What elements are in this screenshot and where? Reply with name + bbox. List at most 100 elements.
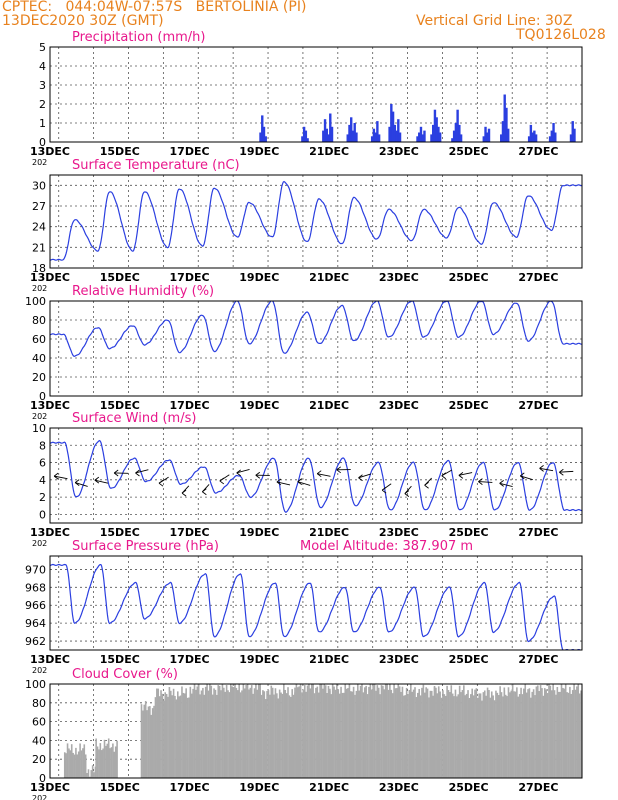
cloud-bar — [199, 694, 201, 778]
cloud-bar — [587, 691, 589, 778]
precip-bar — [351, 130, 355, 142]
cloud-bar — [264, 699, 267, 778]
wind-arrow-head — [202, 491, 207, 496]
precip-bar — [259, 132, 262, 142]
cloud-bar — [285, 693, 288, 778]
cloud-bar — [178, 696, 180, 778]
cloud-bar — [192, 688, 194, 778]
cloud-bar — [91, 765, 94, 778]
panel-temp — [49, 174, 583, 269]
y-tick-label: 1 — [39, 117, 46, 130]
precip-bar — [398, 132, 402, 142]
cloud-bar — [281, 693, 284, 778]
wind-arrow-head — [441, 475, 447, 480]
x-tick-label: 27DEC — [518, 271, 558, 284]
panel-cloud — [49, 683, 589, 779]
cloud-bar — [330, 694, 333, 778]
precip-bar — [262, 126, 266, 142]
precip-bar — [458, 124, 461, 142]
y-tick-label: 2 — [39, 98, 46, 111]
wind-arrow — [559, 470, 574, 473]
precip-bar — [487, 128, 491, 142]
cloud-bar — [352, 686, 355, 778]
cloud-bar — [430, 690, 433, 778]
precip-bar — [435, 117, 438, 142]
cloud-bar — [234, 684, 236, 778]
x-tick-label: 23DEC — [379, 399, 419, 412]
cloud-bar — [291, 689, 294, 778]
cloud-bar — [161, 693, 164, 778]
series-line — [50, 563, 582, 650]
cloud-bar — [157, 688, 160, 778]
precip-bar — [456, 109, 459, 142]
cloud-bar — [502, 696, 504, 778]
wind-arrow-head — [297, 481, 303, 485]
precip-bar — [346, 134, 349, 142]
cloud-bar — [382, 685, 384, 778]
precip-bar — [503, 94, 506, 142]
cloud-bar — [302, 690, 305, 778]
cloud-bar — [80, 750, 83, 778]
precip-bar — [391, 111, 395, 142]
cloud-bar — [283, 684, 285, 778]
cloud-bar — [116, 740, 118, 778]
x-tick-label: 23DEC — [379, 271, 419, 284]
cloud-bar — [344, 684, 347, 778]
wind-arrow-head — [113, 472, 119, 477]
cloud-bar — [262, 690, 264, 778]
cloud-bar — [288, 695, 291, 778]
x-tick-label: 17DEC — [170, 271, 210, 284]
cloud-bar — [517, 696, 520, 778]
cloud-bar — [564, 684, 567, 778]
cloud-bar — [227, 690, 229, 778]
cloud-bar — [246, 684, 249, 778]
cloud-bar — [294, 687, 296, 778]
cloud-bar — [341, 692, 344, 778]
cloud-bar — [514, 691, 517, 778]
cloud-bar — [99, 743, 102, 778]
wind-arrow-head — [255, 474, 261, 479]
cloud-bar — [223, 687, 225, 778]
plot-area — [50, 301, 582, 357]
cloud-bar — [83, 744, 86, 778]
cloud-bar — [527, 689, 529, 778]
wind-arrow-head — [559, 471, 564, 476]
cloud-bar — [368, 686, 370, 778]
cloud-bar — [506, 696, 508, 778]
cloud-bar — [408, 689, 411, 778]
plot-area — [50, 180, 582, 261]
cloud-bar — [165, 693, 168, 778]
cloud-bar — [387, 689, 390, 778]
cloud-bar — [185, 688, 187, 778]
wind-arrow-head — [404, 490, 410, 494]
cloud-bar — [489, 697, 492, 778]
y-tick-label: 970 — [25, 563, 46, 576]
cloud-bar — [252, 693, 254, 778]
cloud-bar — [562, 687, 564, 778]
x-tick-label: 21DEC — [309, 399, 349, 412]
cloud-bar — [410, 684, 412, 778]
wind-arrow — [94, 479, 109, 484]
cloud-bar — [577, 684, 580, 778]
panel-pres — [49, 555, 583, 651]
wind-arrow-head — [458, 474, 464, 479]
cloud-bar — [98, 749, 100, 778]
cloud-bar — [538, 691, 540, 778]
precip-bar — [421, 134, 424, 142]
x-tick-label: 17DEC — [170, 145, 210, 158]
wind-arrow-head — [94, 476, 100, 481]
cloud-bar — [389, 684, 391, 778]
cloud-bar — [355, 690, 358, 778]
cloud-bar — [181, 686, 183, 778]
precip-bar — [430, 134, 433, 142]
cloud-bar — [221, 684, 224, 778]
x-tick-label: 25DEC — [449, 526, 489, 539]
cloud-bar — [550, 690, 553, 778]
cloud-bar — [100, 750, 103, 778]
cloud-bar — [511, 684, 514, 778]
header-date: 13DEC2020 30Z (GMT) — [2, 13, 164, 29]
cloud-bar — [492, 695, 494, 778]
y-tick-label: 2 — [39, 491, 46, 504]
wind-arrow — [236, 469, 250, 474]
wind-arrow-head — [181, 492, 187, 497]
